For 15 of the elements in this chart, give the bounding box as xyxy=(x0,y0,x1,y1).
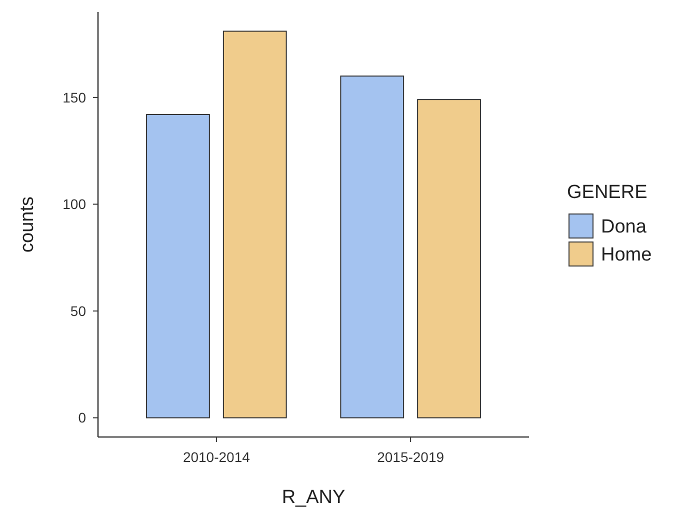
y-tick-label: 100 xyxy=(62,196,86,212)
bar xyxy=(340,76,404,418)
x-tick-label: 2010-2014 xyxy=(182,449,250,465)
legend-title: GENERE xyxy=(567,182,648,203)
bar xyxy=(222,30,287,418)
y-tick-label: 0 xyxy=(78,410,86,426)
y-axis-title: counts xyxy=(17,196,38,252)
x-tick-label: 2015-2019 xyxy=(377,449,444,465)
y-tick-label: 150 xyxy=(62,89,86,106)
bar xyxy=(146,114,210,418)
legend-label: Home xyxy=(601,244,652,266)
legend-label: Dona xyxy=(601,216,647,238)
bar xyxy=(417,99,481,418)
x-axis-title: R_ANY xyxy=(282,487,346,508)
y-tick-label: 50 xyxy=(70,302,86,319)
